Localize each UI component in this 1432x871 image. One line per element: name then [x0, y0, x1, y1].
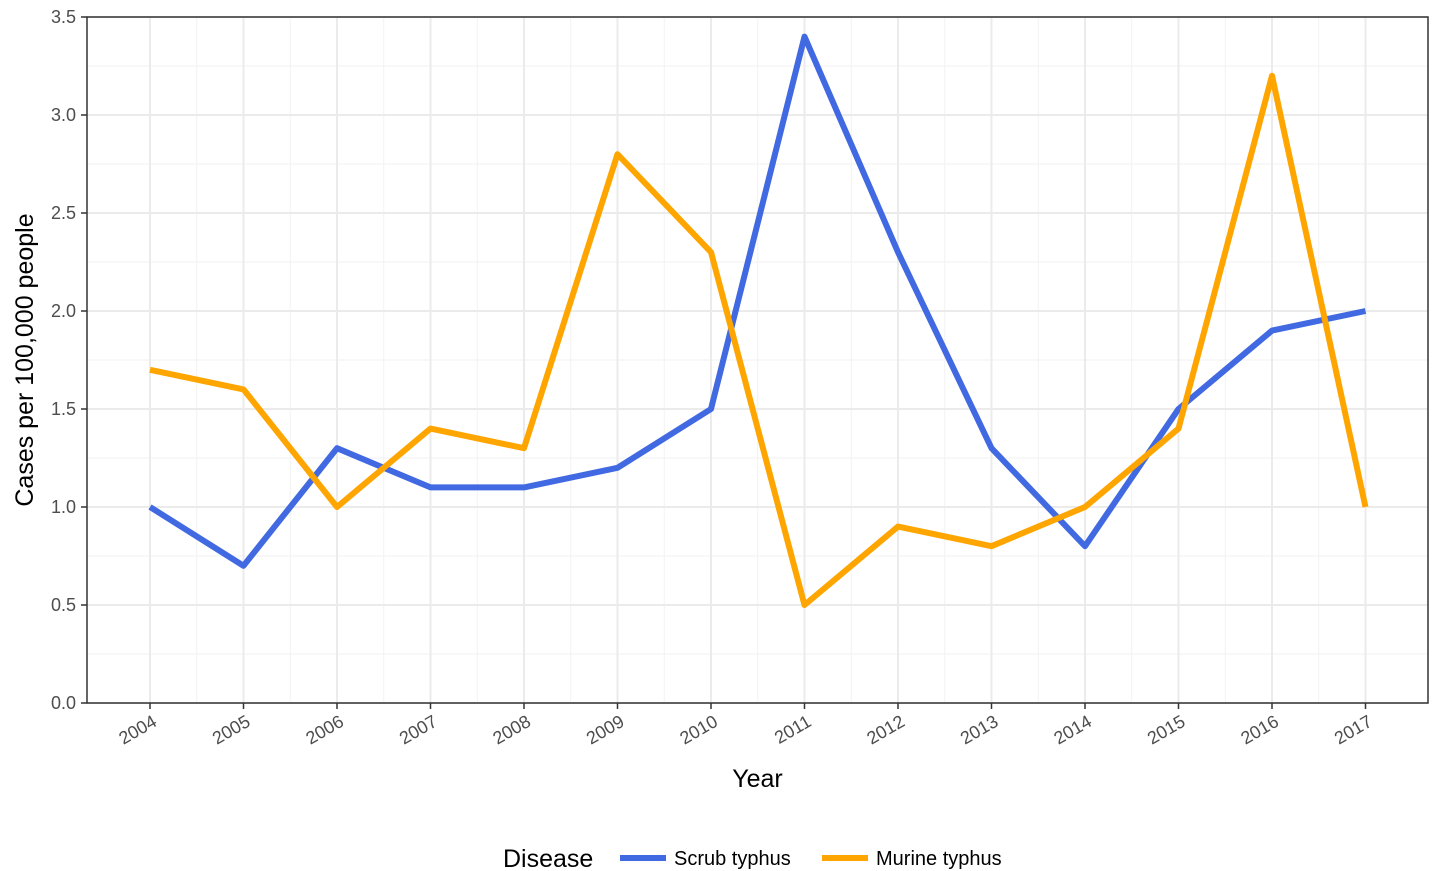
y-tick-label: 3.0	[51, 105, 76, 125]
y-tick-label: 3.5	[51, 7, 76, 27]
series-line-scrub-typhus	[148, 33, 1367, 569]
series-line-murine-typhus	[149, 72, 1369, 608]
x-axis-title: Year	[732, 765, 783, 793]
legend: Disease Scrub typhus Murine typhus	[503, 845, 1002, 871]
y-tick-label: 2.0	[51, 301, 76, 321]
legend-label-scrub-typhus: Scrub typhus	[674, 848, 791, 870]
legend-label-murine-typhus: Murine typhus	[876, 848, 1002, 870]
plot-panel-border	[86, 16, 1429, 704]
y-tick-label: 0.5	[51, 595, 76, 615]
y-tick-label: 1.5	[51, 399, 76, 419]
legend-title: Disease	[503, 845, 593, 871]
y-tick-label: 1.0	[51, 497, 76, 517]
data-series	[148, 33, 1369, 608]
y-axis-title: Cases per 100,000 people	[11, 213, 39, 506]
y-tick-label: 2.5	[51, 203, 76, 223]
y-tick-label: 0.0	[51, 693, 76, 713]
